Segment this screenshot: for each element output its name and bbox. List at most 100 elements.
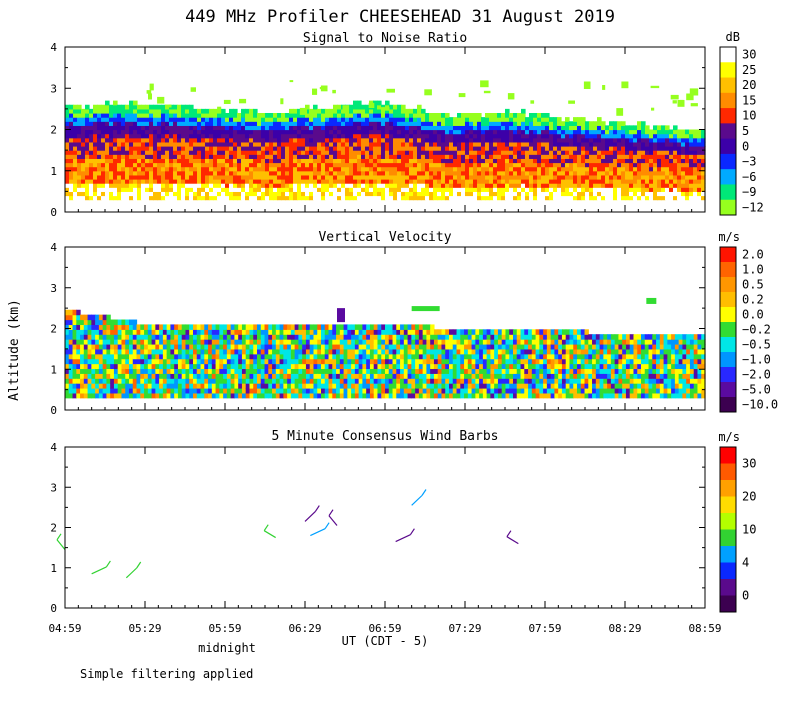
snr-cell <box>381 158 386 164</box>
velocity-cell <box>336 329 341 335</box>
snr-cell <box>601 133 606 139</box>
snr-cell <box>689 183 694 188</box>
snr-cell <box>433 158 438 164</box>
velocity-cell <box>155 368 160 374</box>
velocity-cell <box>129 392 134 399</box>
snr-cell <box>669 191 674 197</box>
velocity-cell <box>283 373 288 379</box>
snr-cell <box>689 179 694 184</box>
snr-cell <box>421 166 426 172</box>
snr-cell <box>601 150 606 155</box>
snr-cell <box>530 100 535 104</box>
velocity-cell <box>76 339 81 345</box>
snr-cell <box>505 195 510 201</box>
snr-cell <box>481 129 486 135</box>
snr-cell <box>449 162 454 168</box>
snr-cell <box>193 174 198 180</box>
snr-cell <box>389 129 394 135</box>
snr-cell <box>245 146 250 151</box>
snr-cell <box>469 150 474 155</box>
snr-cell <box>697 133 702 139</box>
velocity-cell <box>211 339 217 345</box>
snr-cell <box>649 183 654 188</box>
snr-cell <box>557 133 562 139</box>
snr-cell <box>537 141 542 147</box>
velocity-cell <box>362 334 367 340</box>
snr-cell <box>133 183 138 188</box>
snr-cell <box>485 170 490 176</box>
snr-cell <box>557 174 562 180</box>
snr-cell <box>341 113 346 118</box>
velocity-cell <box>87 368 92 374</box>
snr-cell <box>481 117 486 122</box>
snr-cell <box>97 117 102 122</box>
snr-cell <box>553 141 558 147</box>
velocity-cell <box>362 388 367 394</box>
velocity-cell <box>208 368 213 374</box>
snr-cell <box>205 146 210 151</box>
snr-cell <box>217 113 222 118</box>
snr-cell <box>377 137 382 143</box>
snr-cell <box>261 158 266 164</box>
snr-cell <box>189 158 194 164</box>
snr-cell <box>405 154 410 159</box>
snr-cell <box>165 154 170 159</box>
snr-cell <box>105 129 110 135</box>
velocity-cell <box>279 343 284 350</box>
snr-cell <box>433 170 438 176</box>
velocity-cell <box>437 348 443 355</box>
snr-cell <box>481 195 486 201</box>
snr-cell <box>141 133 146 139</box>
velocity-cell <box>245 363 251 370</box>
velocity-cell <box>305 368 311 374</box>
snr-cell <box>137 150 142 155</box>
snr-cell <box>597 174 602 180</box>
velocity-cell <box>117 368 123 374</box>
velocity-cell <box>354 373 360 379</box>
snr-cell <box>169 187 174 192</box>
snr-cell <box>509 187 514 192</box>
velocity-cell <box>339 334 345 340</box>
snr-cell <box>601 146 606 151</box>
snr-cell <box>409 133 414 139</box>
snr-cell <box>689 154 694 159</box>
snr-cell <box>181 195 186 201</box>
snr-cell <box>489 154 494 159</box>
velocity-cell <box>170 339 175 345</box>
snr-cell <box>285 154 290 159</box>
velocity-cell <box>249 358 254 365</box>
snr-cell <box>573 170 578 176</box>
snr-cell <box>649 137 654 143</box>
snr-cell <box>117 117 122 122</box>
snr-cell <box>117 154 122 159</box>
snr-cell <box>273 187 278 192</box>
snr-cell <box>149 137 154 143</box>
snr-cell <box>589 121 594 126</box>
snr-cell <box>301 191 306 197</box>
snr-cell <box>421 113 426 118</box>
snr-cell <box>121 183 126 188</box>
snr-cell <box>541 183 546 188</box>
snr-cell <box>693 150 698 155</box>
snr-cell <box>149 195 154 201</box>
velocity-cell <box>159 373 164 379</box>
snr-cell <box>293 179 298 184</box>
snr-cell <box>381 133 386 139</box>
snr-cell <box>117 187 122 192</box>
velocity-cell <box>279 392 284 399</box>
snr-cell <box>397 191 402 197</box>
velocity-cell <box>324 373 330 379</box>
velocity-cell <box>260 392 266 399</box>
snr-cell <box>153 104 158 110</box>
velocity-cell <box>151 339 156 345</box>
snr-cell <box>125 166 130 172</box>
velocity-cell <box>226 378 232 384</box>
snr-cell <box>397 104 402 110</box>
velocity-cell <box>249 378 254 384</box>
velocity-cell <box>196 348 202 355</box>
snr-cell <box>569 170 574 176</box>
snr-cell <box>329 158 334 164</box>
snr-cell <box>453 179 458 184</box>
velocity-cell <box>407 348 412 355</box>
snr-cell <box>425 191 430 197</box>
